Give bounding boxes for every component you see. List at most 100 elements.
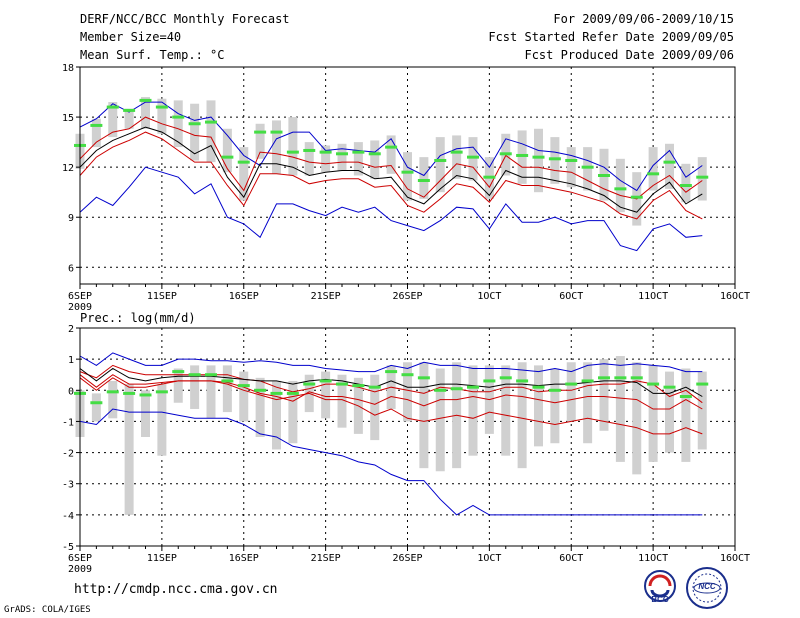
ncc-emblem-icon: [686, 567, 728, 609]
prec-spread-box: [632, 362, 642, 475]
temp-spread-box: [190, 103, 200, 161]
bcc-emblem-icon: [644, 570, 676, 602]
temp-spread-box: [108, 102, 118, 138]
variable-label: Mean Surf. Temp.: °C: [80, 48, 225, 62]
source-url[interactable]: http://cmdp.ncc.cma.gov.cn: [74, 582, 278, 597]
temp-upper-line: [79, 116, 703, 200]
temp-xtick-label: 16SEP: [229, 291, 259, 302]
prec-xtick-label: 16OCT: [720, 553, 750, 564]
prec-spread-box: [190, 365, 200, 409]
prec-ytick-label: 1: [68, 355, 74, 366]
prec-year-label: 2009: [68, 564, 92, 575]
grads-credit: GrADS: COLA/IGES: [4, 605, 91, 615]
bcc-logo-text: BCC: [651, 595, 669, 604]
prec-spread-box: [615, 356, 625, 462]
prec-xtick-label: 21SEP: [311, 553, 341, 564]
temp-spread-box: [534, 128, 543, 193]
temp-spread-box: [370, 140, 380, 179]
temp-xtick-label: 1OCT: [477, 291, 501, 302]
prec-spread-box: [255, 377, 265, 437]
prec-spread-box: [501, 365, 511, 456]
prec-spread-box: [468, 365, 478, 456]
temp-xtick-label: 16OCT: [720, 291, 750, 302]
temp-spread-box: [583, 147, 593, 191]
temp-spread-box: [255, 123, 265, 159]
prec-xtick-label: 16SEP: [229, 553, 259, 564]
produced-date: Fcst Produced Date 2009/09/06: [524, 48, 734, 62]
temp-year-label: 2009: [68, 302, 92, 313]
temp-xtick-label: 11SEP: [147, 291, 177, 302]
temp-spread-box: [566, 147, 576, 188]
temp-spread-box: [419, 157, 429, 199]
temp-spread-box: [468, 137, 478, 181]
prec-xtick-label: 6OCT: [559, 553, 583, 564]
prec-spread-box: [403, 362, 412, 422]
prec-spread-box: [272, 380, 281, 450]
temp-spread-box: [403, 152, 412, 201]
temp-spread-box: [681, 163, 691, 203]
temp-spread-box: [435, 137, 445, 193]
temp-spread-box: [141, 97, 150, 129]
prec-panel-title: Prec.: log(mm/d): [80, 311, 196, 325]
prec-ytick-label: -2: [62, 449, 74, 460]
prec-ytick-label: -3: [62, 480, 74, 491]
prec-spread-box: [222, 365, 232, 413]
prec-spread-box: [599, 359, 609, 431]
ncc-logo: NCC: [684, 566, 730, 610]
prec-ytick-label: 2: [68, 324, 74, 335]
temp-min-line: [79, 166, 703, 252]
prec-spread-box: [665, 371, 674, 453]
temp-spread-box: [615, 158, 625, 213]
prec-spread-box: [534, 365, 543, 447]
ncc-logo-text: NCC: [698, 582, 716, 591]
prec-spread-box: [419, 362, 429, 469]
prec-spread-box: [697, 371, 707, 450]
temp-ytick-label: 6: [68, 263, 74, 274]
temp-xtick-label: 26SEP: [392, 291, 422, 302]
prec-spread-box: [108, 380, 118, 419]
temp-ytick-label: 12: [62, 163, 74, 174]
temp-lower-line: [79, 131, 703, 220]
forecast-period: For 2009/09/06-2009/10/15: [553, 12, 734, 26]
prec-ytick-label: -1: [62, 417, 74, 428]
temp-spread-box: [222, 128, 232, 173]
prec-mean-line: [79, 367, 703, 397]
temp-spread-box: [550, 137, 560, 184]
prec-xtick-label: 11SEP: [147, 553, 177, 564]
prec-spread-box: [435, 368, 445, 472]
temp-spread-box: [272, 120, 281, 174]
temp-spread-box: [321, 145, 331, 173]
prec-lower2-line: [79, 377, 703, 435]
prec-spread-box: [681, 368, 691, 462]
temp-spread-box: [353, 142, 363, 176]
prec-spread-box: [206, 365, 216, 419]
temp-xtick-label: 11OCT: [638, 291, 668, 302]
forecast-title: DERF/NCC/BCC Monthly Forecast: [80, 12, 290, 26]
prec-spread-box: [321, 371, 331, 419]
temp-spread-box: [124, 108, 134, 129]
prec-min-line: [79, 408, 703, 516]
temp-spread-box: [517, 130, 527, 184]
temp-spread-box: [337, 143, 347, 171]
prec-spread-box: [583, 362, 593, 444]
temp-xtick-label: 6OCT: [559, 291, 583, 302]
temp-spread-box: [697, 157, 707, 201]
refer-date: Fcst Started Refer Date 2009/09/05: [488, 30, 734, 44]
temp-spread-box: [239, 147, 249, 201]
temp-spread-box: [157, 98, 167, 134]
temp-spread-box: [665, 143, 674, 189]
bcc-logo: BCC: [638, 568, 682, 608]
prec-spread-box: [141, 390, 150, 437]
temp-spread-box: [173, 100, 183, 148]
prec-spread-box: [288, 380, 298, 444]
temp-spread-box: [304, 142, 314, 176]
prec-spread-box: [239, 371, 249, 422]
prec-xtick-label: 1OCT: [477, 553, 501, 564]
prec-spread-box: [337, 374, 347, 428]
prec-spread-box: [124, 384, 134, 515]
prec-upper-line: [79, 364, 703, 404]
prec-spread-box: [550, 368, 560, 444]
temp-xtick-label: 21SEP: [311, 291, 341, 302]
temp-xtick-label: 6SEP: [68, 291, 92, 302]
